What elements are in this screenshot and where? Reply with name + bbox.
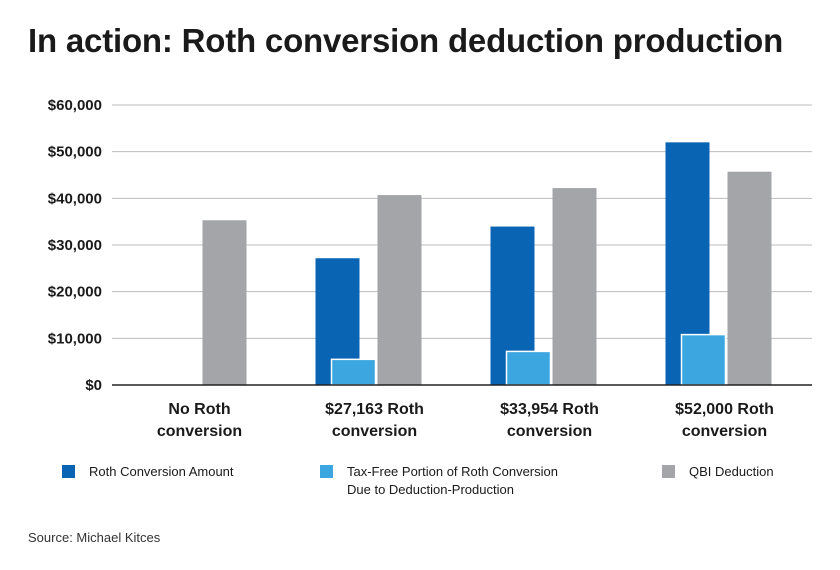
y-tick-label: $60,000 xyxy=(48,97,102,114)
x-tick-label: $27,163 Roth xyxy=(325,401,424,418)
bars xyxy=(202,142,772,386)
bar-tax-free xyxy=(505,350,552,386)
legend-label-qbi: QBI Deduction xyxy=(689,464,774,479)
x-tick-label: No Roth xyxy=(168,401,230,418)
bar-tax-free xyxy=(680,333,727,386)
legend-item-tax-free: Tax-Free Portion of Roth Conversion Due … xyxy=(320,463,558,499)
y-tick-label: $40,000 xyxy=(48,190,102,207)
bar-chart: $0 $10,000 $20,000 $30,000 $40,000 $50,000 $60… xyxy=(48,97,812,440)
x-tick-label: conversion xyxy=(682,423,767,440)
y-tick-label: $30,000 xyxy=(48,237,102,254)
bar-qbi xyxy=(202,220,247,385)
x-tick-label: conversion xyxy=(507,423,592,440)
x-tick-label: $33,954 Roth xyxy=(500,401,599,418)
y-tick-label: $10,000 xyxy=(48,330,102,347)
legend-swatch-qbi xyxy=(662,465,675,478)
bar-qbi xyxy=(552,188,597,385)
bar-qbi xyxy=(727,171,772,385)
axis-labels: $0 $10,000 $20,000 $30,000 $40,000 $50,000 $60… xyxy=(48,97,774,440)
legend-item-qbi: QBI Deduction xyxy=(662,463,774,481)
source-note: Source: Michael Kitces xyxy=(28,530,161,545)
legend-swatch-tax-free xyxy=(320,465,333,478)
y-tick-label: $0 xyxy=(85,377,102,394)
x-tick-label: $52,000 Roth xyxy=(675,401,774,418)
bar-tax-free xyxy=(330,358,377,386)
x-tick-label: conversion xyxy=(157,423,242,440)
chart-title: In action: Roth conversion deduction pro… xyxy=(28,22,784,59)
legend: Roth Conversion Amount Tax-Free Portion … xyxy=(62,463,822,507)
legend-label-roth-conversion: Roth Conversion Amount xyxy=(89,464,234,479)
bar-qbi xyxy=(377,195,422,385)
y-tick-label: $20,000 xyxy=(48,284,102,301)
legend-swatch-roth-conversion xyxy=(62,465,75,478)
legend-item-roth-conversion: Roth Conversion Amount xyxy=(62,463,234,481)
y-tick-label: $50,000 xyxy=(48,144,102,161)
legend-label-tax-free-line2: Due to Deduction-Production xyxy=(347,482,514,497)
x-tick-label: conversion xyxy=(332,423,417,440)
legend-label-tax-free-line1: Tax-Free Portion of Roth Conversion xyxy=(347,464,558,479)
